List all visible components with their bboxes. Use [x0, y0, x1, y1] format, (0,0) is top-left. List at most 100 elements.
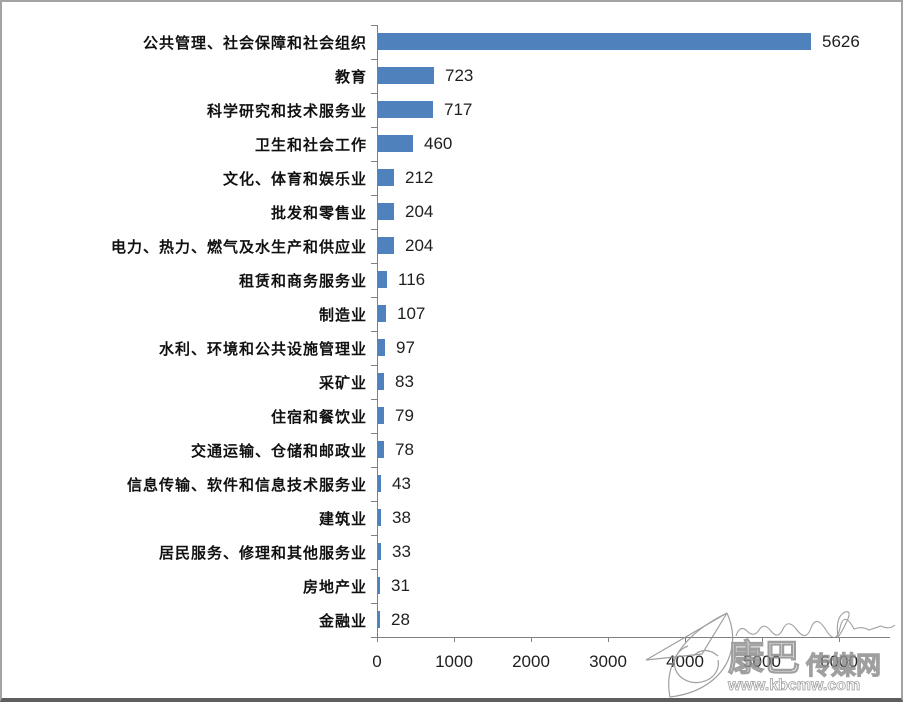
- watermark-name-suffix: 传媒网: [805, 652, 881, 680]
- bar: [378, 339, 385, 356]
- y-tick: [371, 229, 378, 230]
- category-label: 信息传输、软件和信息技术服务业: [126, 476, 367, 494]
- x-tick-label: 6000: [820, 652, 858, 671]
- category-label: 交通运输、仓储和邮政业: [190, 442, 367, 460]
- category-label: 水利、环境和公共设施管理业: [158, 340, 367, 358]
- y-tick: [371, 297, 378, 298]
- bar: [378, 101, 433, 118]
- x-tick: [685, 637, 686, 642]
- table-row: 房地产业 31: [2, 569, 901, 603]
- x-tick: [377, 637, 378, 642]
- table-row: 住宿和餐饮业 79: [2, 399, 901, 433]
- table-row: 水利、环境和公共设施管理业 97: [2, 331, 901, 365]
- table-row: 采矿业 83: [2, 365, 901, 399]
- y-tick: [371, 399, 378, 400]
- category-label: 批发和零售业: [270, 204, 367, 222]
- bar: [378, 271, 387, 288]
- table-row: 电力、热力、燃气及水生产和供应业 204: [2, 229, 901, 263]
- category-label: 居民服务、修理和其他服务业: [158, 544, 367, 562]
- value-label: 107: [397, 304, 426, 323]
- category-label: 住宿和餐饮业: [270, 408, 367, 426]
- value-label: 204: [405, 236, 434, 255]
- y-tick: [371, 25, 378, 26]
- table-row: 文化、体育和娱乐业 212: [2, 161, 901, 195]
- table-row: 公共管理、社会保障和社会组织 5626: [2, 25, 901, 59]
- value-label: 38: [392, 508, 411, 527]
- value-label: 78: [395, 440, 414, 459]
- category-label: 房地产业: [302, 578, 367, 596]
- table-row: 制造业 107: [2, 297, 901, 331]
- y-tick: [371, 93, 378, 94]
- y-tick: [371, 603, 378, 604]
- category-label: 采矿业: [318, 374, 367, 392]
- y-tick: [371, 535, 378, 536]
- x-tick: [608, 637, 609, 642]
- category-label: 建筑业: [318, 510, 367, 528]
- bar: [378, 373, 384, 390]
- category-label: 教育: [334, 68, 367, 86]
- y-tick: [371, 637, 378, 638]
- table-row: 居民服务、修理和其他服务业 33: [2, 535, 901, 569]
- value-label: 79: [395, 406, 414, 425]
- table-row: 金融业 28: [2, 603, 901, 637]
- value-label: 43: [392, 474, 411, 493]
- table-row: 信息传输、软件和信息技术服务业 43: [2, 467, 901, 501]
- y-tick: [371, 467, 378, 468]
- table-row: 租赁和商务服务业 116: [2, 263, 901, 297]
- bar: [378, 441, 384, 458]
- value-label: 204: [405, 202, 434, 221]
- x-tick-label: 2000: [512, 652, 550, 671]
- x-tick: [454, 637, 455, 642]
- bar: [378, 169, 394, 186]
- value-label: 212: [405, 168, 434, 187]
- value-label: 28: [391, 610, 410, 629]
- bar: [378, 305, 386, 322]
- category-label: 制造业: [318, 306, 367, 324]
- y-tick: [371, 195, 378, 196]
- category-label: 金融业: [318, 612, 367, 630]
- bar: [378, 237, 394, 254]
- value-label: 723: [445, 66, 474, 85]
- x-tick-label: 1000: [435, 652, 473, 671]
- x-tick-label: 0: [372, 652, 382, 671]
- bar: [378, 611, 380, 628]
- bar: [378, 407, 384, 424]
- table-row: 科学研究和技术服务业 717: [2, 93, 901, 127]
- x-axis-line: [377, 637, 890, 638]
- bar: [378, 67, 434, 84]
- table-row: 批发和零售业 204: [2, 195, 901, 229]
- y-tick: [371, 59, 378, 60]
- table-row: 教育 723: [2, 59, 901, 93]
- y-tick: [371, 161, 378, 162]
- y-tick: [371, 127, 378, 128]
- table-row: 卫生和社会工作 460: [2, 127, 901, 161]
- category-label: 公共管理、社会保障和社会组织: [142, 34, 367, 52]
- x-tick: [531, 637, 532, 642]
- bar: [378, 543, 381, 560]
- bar: [378, 203, 394, 220]
- value-label: 31: [391, 576, 410, 595]
- bar: [378, 135, 413, 152]
- y-tick: [371, 263, 378, 264]
- value-label: 33: [392, 542, 411, 561]
- watermark-url: www.kbcmw.com: [727, 677, 860, 694]
- bar: [378, 33, 811, 50]
- x-tick: [762, 637, 763, 642]
- bar: [378, 475, 381, 492]
- watermark-name-main: 康巴: [728, 637, 800, 678]
- watermark: 康巴 传媒网 www.kbcmw.com: [645, 611, 896, 698]
- x-tick-label: 5000: [743, 652, 781, 671]
- watermark-logo-icon: [645, 612, 734, 698]
- y-tick: [371, 365, 378, 366]
- value-label: 116: [398, 270, 426, 289]
- value-label: 717: [444, 100, 473, 119]
- y-tick: [371, 569, 378, 570]
- y-tick: [371, 331, 378, 332]
- value-label: 83: [395, 372, 414, 391]
- table-row: 建筑业 38: [2, 501, 901, 535]
- category-label: 卫生和社会工作: [254, 136, 367, 154]
- watermark-flourish: [735, 611, 896, 639]
- value-label: 460: [424, 134, 453, 153]
